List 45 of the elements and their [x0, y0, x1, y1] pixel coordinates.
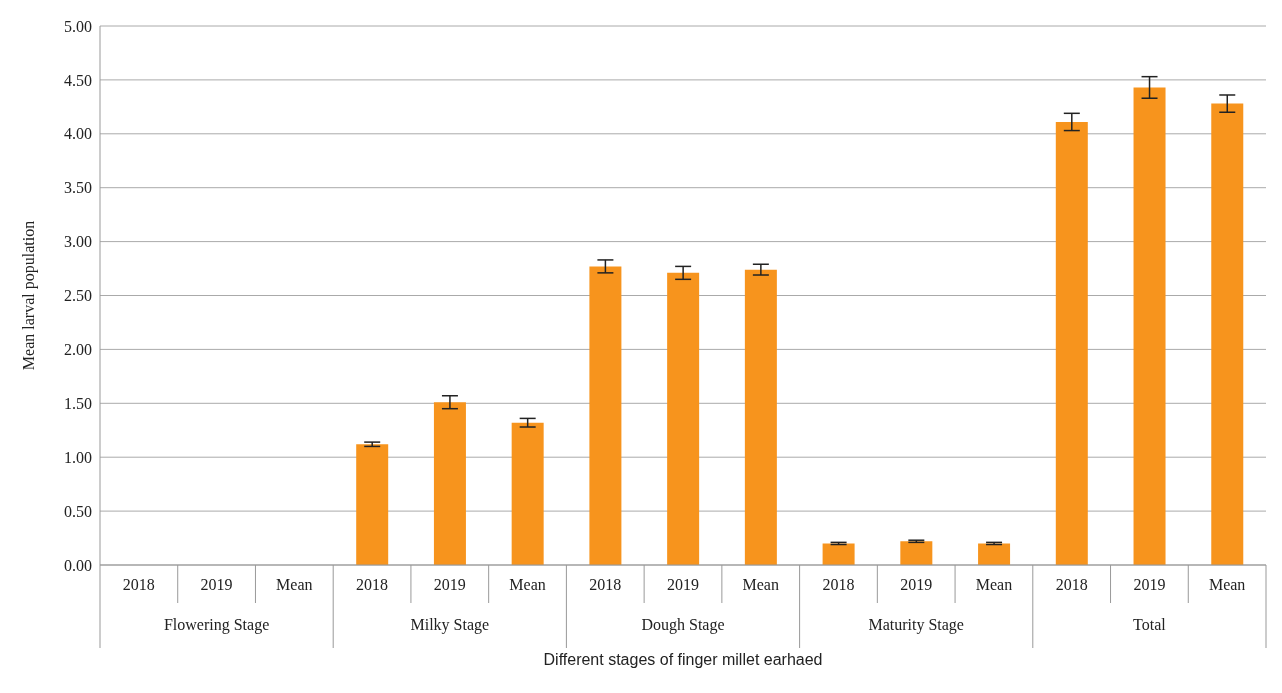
text: Milky Stage	[410, 616, 490, 634]
y-tick-label: 4.00	[64, 125, 92, 143]
x-tick-label: 2018	[589, 576, 622, 593]
x-tick-label: Mean	[742, 576, 779, 593]
y-tick-label: 3.50	[64, 179, 92, 197]
x-tick-label: Mean	[509, 576, 546, 593]
text: Dough Stage	[641, 616, 725, 634]
x-tick-label: 2018	[356, 576, 389, 593]
x-tick-label: Mean	[975, 576, 1013, 593]
y-tick-label: 0.00	[64, 556, 92, 574]
bar	[900, 541, 933, 565]
x-tick-label: 2019	[200, 576, 233, 593]
text: Flowering Stage	[163, 616, 270, 634]
bar	[589, 266, 622, 565]
y-tick-label: 1.00	[64, 448, 92, 466]
y-tick-label: 2.00	[64, 341, 92, 359]
bar	[511, 422, 544, 565]
bar	[744, 269, 777, 565]
y-tick-label: 5.00	[64, 17, 92, 35]
y-tick-label: 4.50	[64, 71, 92, 89]
x-tick-label: 2019	[433, 576, 466, 593]
x-tick-label: 2018	[822, 576, 855, 593]
y-tick-label: 3.00	[64, 233, 92, 251]
bar	[1133, 87, 1166, 565]
x-tick-label: 2019	[667, 576, 699, 593]
x-tick-label: Mean	[1208, 576, 1246, 593]
x-tick-label: 2018	[1055, 576, 1088, 593]
x-tick-label: 2019	[900, 576, 933, 593]
bar	[433, 402, 466, 565]
text: Maturity Stage	[868, 616, 964, 634]
bar	[667, 272, 700, 565]
bar	[356, 444, 389, 565]
x-tick-label: 2019	[1133, 576, 1166, 593]
bar	[1211, 103, 1244, 565]
y-tick-label: 2.50	[64, 287, 92, 305]
x-tick-label: 2018	[122, 576, 155, 593]
bar	[978, 543, 1011, 565]
bar	[1055, 121, 1088, 565]
text: Total	[1133, 616, 1167, 633]
x-axis-title: Different stages of finger millet earhaed	[543, 651, 823, 668]
y-tick-label: 0.50	[64, 502, 92, 520]
x-tick-label: Mean	[276, 576, 313, 593]
y-axis-title: Mean larval population	[19, 220, 38, 371]
bar	[822, 543, 855, 565]
y-tick-label: 1.50	[64, 394, 92, 412]
